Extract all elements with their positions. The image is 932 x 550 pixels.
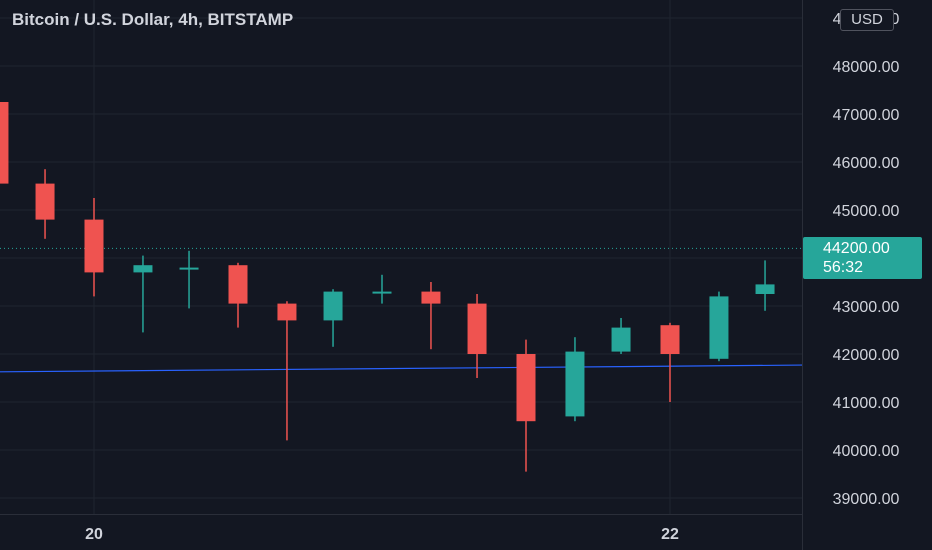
candle-body [805,282,824,289]
price-tick-label: 47000.00 [833,107,900,124]
candle [755,260,775,311]
price-tick-label: 43000.00 [833,299,900,316]
candle [660,322,680,402]
candle [516,339,536,472]
candle [133,255,153,333]
current-price-label: 44200.00 [823,240,890,257]
candle-body [84,219,104,273]
time-tick-label: 22 [661,526,679,543]
candle-body [565,351,585,417]
candle [467,294,487,378]
candle-body [372,291,392,294]
candle [709,291,729,362]
candle-body [228,265,248,304]
candle [84,198,104,297]
candle [565,337,585,422]
drawings-layer [0,247,802,373]
grid-lines [0,0,802,514]
candle-body [611,327,631,352]
candle [179,250,199,309]
candle-body [660,325,680,354]
bar-countdown-label: 56:32 [823,259,864,276]
candle-body [755,284,775,294]
candle [372,274,392,304]
price-tick-label: 39000.00 [833,491,900,508]
chart-title: Bitcoin / U.S. Dollar, 4h, BITSTAMP [12,10,294,29]
candle-body [421,291,441,304]
candle [228,262,248,328]
candle-body [35,183,55,220]
candle [421,282,441,350]
candle-body [467,303,487,354]
candle-body [323,291,343,321]
candle [277,301,297,441]
candle-body [179,267,199,270]
candle [611,318,631,354]
candle [323,289,343,347]
candle-body [709,296,729,359]
current-price-tag: 44200.00 56:32 [803,237,922,279]
candle-body [277,303,297,321]
candle [35,169,55,239]
price-tick-label: 40000.00 [833,443,900,460]
currency-selector[interactable]: USD [840,9,894,31]
candle-body [516,354,536,422]
candle-body [0,102,9,184]
price-tick-label: 41000.00 [833,395,900,412]
price-tick-label: 46000.00 [833,155,900,172]
price-tick-label: 42000.00 [833,347,900,364]
candle [0,102,9,184]
time-tick-label: 20 [85,526,103,543]
candles-layer [0,102,824,472]
price-tick-label: 45000.00 [833,203,900,220]
time-axis[interactable]: 202224 [85,526,932,543]
price-tick-label: 48000.00 [833,59,900,76]
candle-body [133,265,153,273]
support-trendline [0,364,802,373]
